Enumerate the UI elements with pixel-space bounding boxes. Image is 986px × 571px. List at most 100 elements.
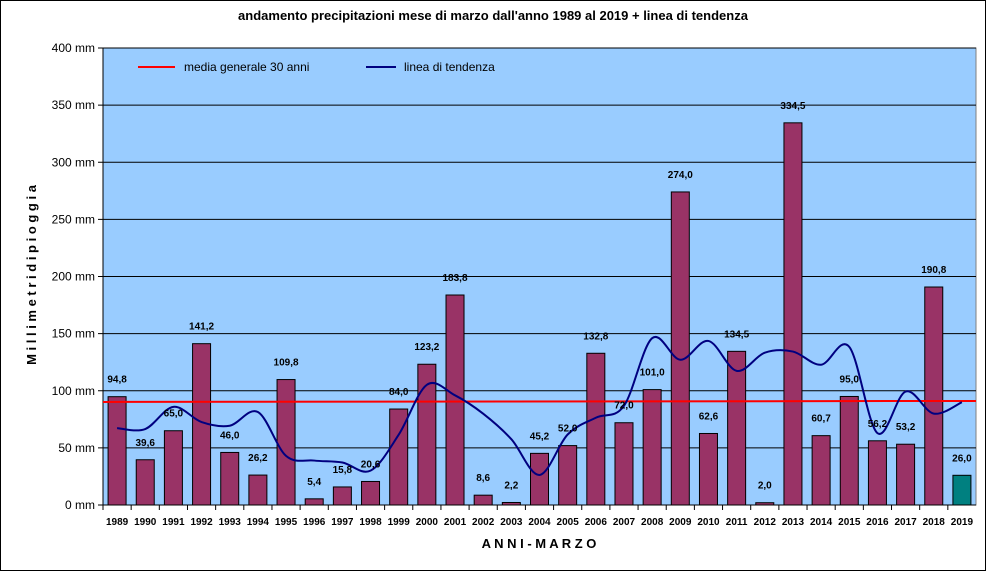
- x-tick-label: 2015: [838, 517, 861, 528]
- x-tick-label: 2000: [416, 517, 439, 528]
- data-label: 134,5: [724, 329, 749, 340]
- x-tick-label: 2008: [641, 517, 664, 528]
- x-tick-label: 2019: [951, 517, 974, 528]
- data-label: 20,6: [361, 459, 381, 470]
- bar-2016: [867, 440, 887, 506]
- y-axis-label: M i l l i m e t r i d i p i o g g i a: [24, 184, 39, 365]
- data-label: 2,2: [504, 480, 518, 491]
- y-tick-label: 250 mm: [52, 212, 95, 226]
- data-label: 26,2: [248, 453, 268, 464]
- bar-1995: [276, 379, 296, 506]
- x-tick-label: 1997: [331, 517, 354, 528]
- y-tick-label: 400 mm: [52, 41, 95, 55]
- x-tick-label: 1991: [162, 517, 185, 528]
- x-tick-label: 2018: [923, 517, 946, 528]
- x-tick-label: 2002: [472, 517, 495, 528]
- x-tick-label: 2005: [557, 517, 580, 528]
- data-label: 53,2: [896, 422, 916, 433]
- data-label: 62,6: [699, 411, 719, 422]
- bar-1999: [389, 408, 409, 506]
- bar-1998: [361, 480, 381, 506]
- data-label: 334,5: [780, 101, 805, 112]
- legend-average-label: media generale 30 anni: [184, 60, 309, 74]
- bar-2006: [586, 352, 606, 506]
- data-label: 46,0: [220, 430, 240, 441]
- data-label: 183,8: [443, 273, 468, 284]
- data-label: 190,8: [921, 265, 946, 276]
- bar-2018: [924, 286, 944, 506]
- chart-title: andamento precipitazioni mese di marzo d…: [238, 8, 748, 23]
- data-label: 2,0: [758, 481, 772, 492]
- data-label: 26,0: [952, 453, 972, 464]
- bar-2005: [558, 445, 578, 506]
- bar-2014: [811, 435, 831, 506]
- bar-2004: [530, 452, 549, 506]
- x-tick-label: 2013: [782, 517, 805, 528]
- bar-1994: [248, 474, 268, 506]
- x-tick-label: 1999: [388, 517, 411, 528]
- bar-1990: [135, 459, 155, 506]
- bar-2002: [473, 494, 493, 506]
- x-tick-label: 2001: [444, 517, 467, 528]
- y-tick-label: 50 mm: [58, 441, 95, 455]
- x-tick-label: 2016: [866, 517, 889, 528]
- x-tick-label: 1992: [190, 517, 213, 528]
- y-tick-label: 150 mm: [52, 327, 95, 341]
- bar-2015: [839, 395, 859, 506]
- x-tick-label: 2011: [726, 517, 748, 528]
- bar-1996: [304, 498, 324, 506]
- bar-2012: [755, 502, 775, 506]
- data-label: 84,0: [389, 387, 409, 398]
- data-label: 101,0: [640, 368, 665, 379]
- x-tick-label: 2007: [613, 517, 636, 528]
- x-tick-label: 2012: [754, 517, 777, 528]
- bar-1993: [220, 451, 240, 506]
- bar-2017: [896, 443, 916, 506]
- x-tick-label: 1996: [303, 517, 326, 528]
- bar-1991: [163, 430, 183, 506]
- data-label: 141,2: [189, 322, 214, 333]
- bar-2008: [642, 389, 662, 506]
- data-label: 123,2: [414, 342, 439, 353]
- bar-2013: [783, 122, 803, 506]
- x-tick-label: 2014: [810, 517, 833, 528]
- x-tick-label: 2017: [894, 517, 917, 528]
- y-tick-label: 200 mm: [52, 270, 95, 284]
- data-label: 65,0: [164, 409, 184, 420]
- legend-trend-label: linea di tendenza: [404, 60, 495, 74]
- data-label: 45,2: [530, 431, 550, 442]
- x-tick-label: 1994: [247, 517, 270, 528]
- data-label: 5,4: [307, 477, 321, 488]
- y-tick-label: 300 mm: [52, 155, 95, 169]
- bar-2009: [670, 191, 690, 506]
- y-tick-label: 0 mm: [65, 498, 95, 512]
- data-label: 274,0: [668, 170, 693, 181]
- data-label: 132,8: [583, 331, 608, 342]
- data-label: 72,0: [614, 401, 634, 412]
- y-tick-label: 100 mm: [52, 384, 95, 398]
- x-tick-label: 1995: [275, 517, 298, 528]
- data-label: 60,7: [811, 414, 831, 425]
- x-tick-label: 1989: [106, 517, 129, 528]
- x-tick-label: 2003: [500, 517, 523, 528]
- data-label: 8,6: [476, 473, 490, 484]
- data-label: 56,2: [868, 419, 888, 430]
- x-tick-label: 2004: [528, 517, 551, 528]
- bar-2000: [417, 363, 437, 506]
- data-label: 52,0: [558, 424, 578, 435]
- x-tick-label: 2009: [669, 517, 692, 528]
- data-label: 109,8: [274, 358, 299, 369]
- data-label: 95,0: [840, 374, 860, 385]
- data-label: 15,8: [333, 465, 353, 476]
- trend-line: [116, 335, 963, 476]
- x-tick-label: 2006: [585, 517, 608, 528]
- y-tick-label: 350 mm: [52, 98, 95, 112]
- bar-2001: [445, 294, 465, 506]
- bar-2011: [727, 350, 747, 506]
- bar-2010: [698, 432, 718, 506]
- bar-1997: [332, 486, 352, 506]
- x-tick-label: 1998: [359, 517, 382, 528]
- bar-2003: [501, 501, 521, 506]
- bar-2019: [952, 474, 972, 506]
